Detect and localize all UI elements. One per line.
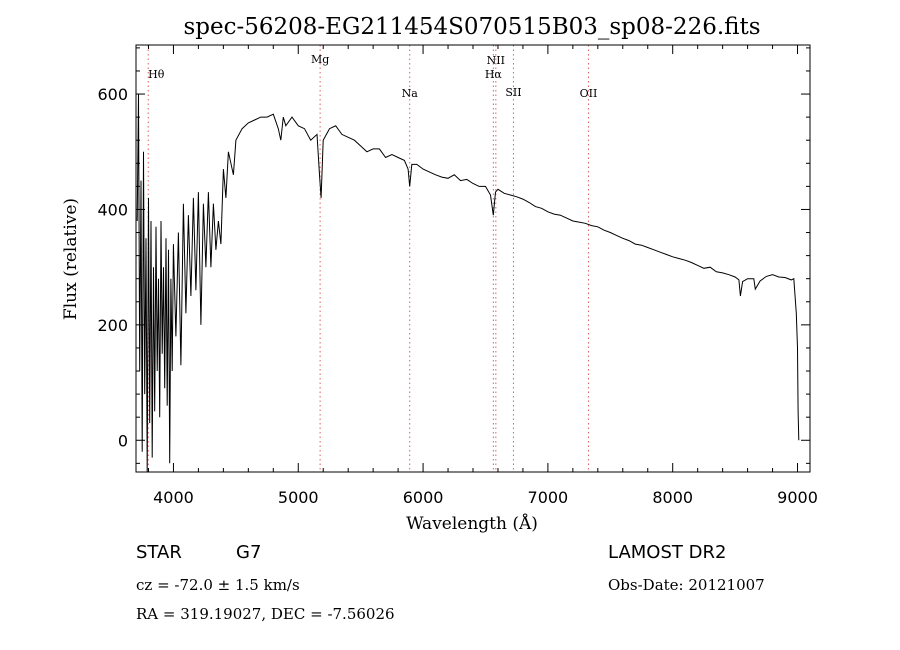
- series-line: [136, 93, 800, 473]
- spectral-line-label: SII: [505, 86, 521, 99]
- x-tick-label: 9000: [777, 488, 818, 507]
- spectral-line-markers: [147, 45, 589, 472]
- x-axis-label: Wavelength (Å): [406, 513, 538, 534]
- x-tick-label: 7000: [528, 488, 569, 507]
- x-tick-label: 5000: [278, 488, 319, 507]
- x-axis: 4000 5000 6000 7000 8000 9000: [147, 45, 818, 507]
- spectral-line-label: OII: [580, 87, 598, 100]
- y-tick-label: 200: [97, 316, 128, 335]
- plot-frame: [135, 44, 811, 473]
- coordinates-text: RA = 319.19027, DEC = -7.56026: [136, 605, 395, 623]
- spectral-line-label: Na: [402, 87, 419, 100]
- object-subclass: G7: [236, 542, 261, 563]
- object-class: STAR: [136, 542, 182, 563]
- y-tick-label: 600: [97, 85, 128, 104]
- survey-name: LAMOST DR2: [608, 542, 726, 563]
- y-tick-label: 0: [118, 431, 128, 450]
- y-axis: 0 200 400 600: [97, 47, 810, 464]
- y-tick-label: 400: [97, 200, 128, 219]
- x-tick-label: 4000: [153, 488, 194, 507]
- spectral-line-label: NII: [487, 54, 505, 67]
- y-axis-label: Flux (relative): [61, 198, 81, 320]
- redshift-text: cz = -72.0 ± 1.5 km/s: [136, 576, 300, 594]
- chart-title: spec-56208-EG211454S070515B03_sp08-226.f…: [183, 14, 760, 40]
- spectral-line-label: Hα: [485, 68, 503, 81]
- spectral-line-label: Hθ: [148, 68, 165, 81]
- x-tick-label: 6000: [403, 488, 444, 507]
- x-tick-label: 8000: [652, 488, 693, 507]
- observation-date: Obs-Date: 20121007: [608, 576, 765, 594]
- spectral-line-label: Mg: [311, 53, 329, 66]
